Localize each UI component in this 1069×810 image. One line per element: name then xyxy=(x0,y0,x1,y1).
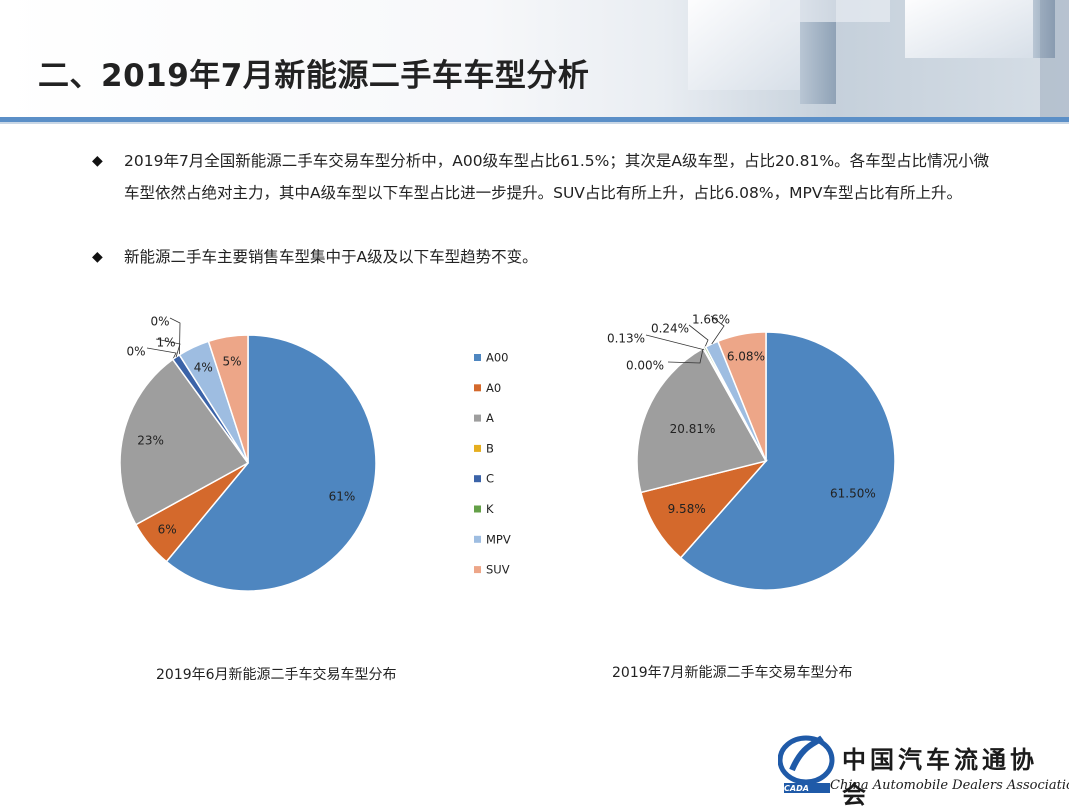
pie-slice-suv xyxy=(207,334,249,464)
cada-logo: 中国汽车流通协会 China Automobile Dealers Associ… xyxy=(777,726,1069,809)
leader-line-k xyxy=(688,324,709,348)
bullet-marker-1: ◆ xyxy=(92,153,103,169)
data-label-mpv: 4% xyxy=(194,361,213,375)
data-label-c: 0.13% xyxy=(607,332,645,346)
data-label-mpv: 1.66% xyxy=(692,313,730,327)
legend-label-a0: A0 xyxy=(486,381,501,395)
legend-label-k: K xyxy=(486,502,494,516)
pie-slice-a0 xyxy=(639,459,769,559)
data-label-a: 23% xyxy=(137,434,164,448)
legend-swatch-a xyxy=(474,414,481,422)
data-label-b: 0.00% xyxy=(626,359,664,373)
legend-swatch-k xyxy=(474,505,481,513)
cada-emblem-icon xyxy=(777,735,835,793)
legend-label-a00: A00 xyxy=(486,351,509,365)
title-divider xyxy=(0,117,1069,122)
leader-line-mpv xyxy=(710,315,725,345)
bullet-marker-2: ◆ xyxy=(92,249,103,265)
legend-swatch-a0 xyxy=(474,384,481,392)
legend-label-a: A xyxy=(486,411,494,425)
leader-line-b xyxy=(667,348,704,364)
pie-slice-k xyxy=(702,345,767,462)
pie-slice-mpv xyxy=(704,340,767,462)
data-label-a00: 61.50% xyxy=(830,486,876,500)
data-label-c: 1% xyxy=(156,336,175,350)
data-label-k: 0.24% xyxy=(651,322,689,336)
data-label-a0: 6% xyxy=(158,522,177,536)
legend-label-c: C xyxy=(486,472,494,486)
data-label-suv: 6.08% xyxy=(727,350,765,364)
leader-line-c xyxy=(155,338,181,358)
data-label-b: 0% xyxy=(126,345,145,359)
legend-swatch-b xyxy=(474,444,481,452)
title-divider-light xyxy=(0,122,1069,124)
leader-line-b xyxy=(146,347,177,360)
legend-swatch-suv xyxy=(474,566,481,574)
pie-slice-a0 xyxy=(134,462,249,563)
bullet-text-2: 新能源二手车主要销售车型集中于A级及以下车型趋势不变。 xyxy=(124,248,538,266)
legend-label-b: B xyxy=(486,441,494,455)
leader-line-k xyxy=(169,317,181,355)
chart-caption-june: 2019年6月新能源二手车交易车型分布 xyxy=(156,667,397,683)
data-label-a0: 9.58% xyxy=(668,502,706,516)
decorative-cubes xyxy=(688,0,1069,118)
legend-swatch-a00 xyxy=(474,354,481,361)
legend-label-mpv: MPV xyxy=(486,532,511,546)
bullet-text-1: 2019年7月全国新能源二手车交易车型分析中，A00级车型占比61.5%；其次是… xyxy=(124,152,990,202)
pie-chart-june: 61% 6% 23% 0% 1% 0% 4% 5% xyxy=(119,315,377,592)
pie-chart-july: 61.50% 9.58% 20.81% 0.00% 0.13% 0.24%1.66% 6.0… xyxy=(607,313,896,591)
leader-line-c xyxy=(645,334,707,351)
pie-slice-a xyxy=(636,347,768,494)
legend-label-suv: SUV xyxy=(486,563,510,577)
pie-slice-suv xyxy=(716,331,767,462)
logo-chinese-name: 中国汽车流通协会 xyxy=(842,745,1038,809)
chart-legend: A00 A0 A B C K MPV SUV xyxy=(474,351,511,577)
data-label-a: 20.81% xyxy=(670,422,716,436)
legend-swatch-mpv xyxy=(474,535,481,543)
chart-caption-july: 2019年7月新能源二手车交易车型分布 xyxy=(612,665,853,681)
pie-slice-c xyxy=(702,346,767,462)
page-title: 二、2019年7月新能源二手车车型分析 xyxy=(38,58,590,94)
pie-slice-c xyxy=(171,353,249,464)
pie-slice-mpv xyxy=(178,340,249,464)
logo-abbr: CADA xyxy=(784,784,809,793)
logo-english-name: China Automobile Dealers Association xyxy=(830,778,1069,793)
data-label-k: 0% xyxy=(150,315,169,329)
pie-slice-a xyxy=(119,358,250,526)
data-label-a00: 61% xyxy=(329,489,356,503)
pie-slice-a00 xyxy=(679,331,896,591)
slide-header: 二、2019年7月新能源二手车车型分析 xyxy=(0,0,1069,118)
pie-slice-a00 xyxy=(165,334,377,592)
data-label-suv: 5% xyxy=(222,354,241,368)
legend-swatch-c xyxy=(474,475,481,483)
